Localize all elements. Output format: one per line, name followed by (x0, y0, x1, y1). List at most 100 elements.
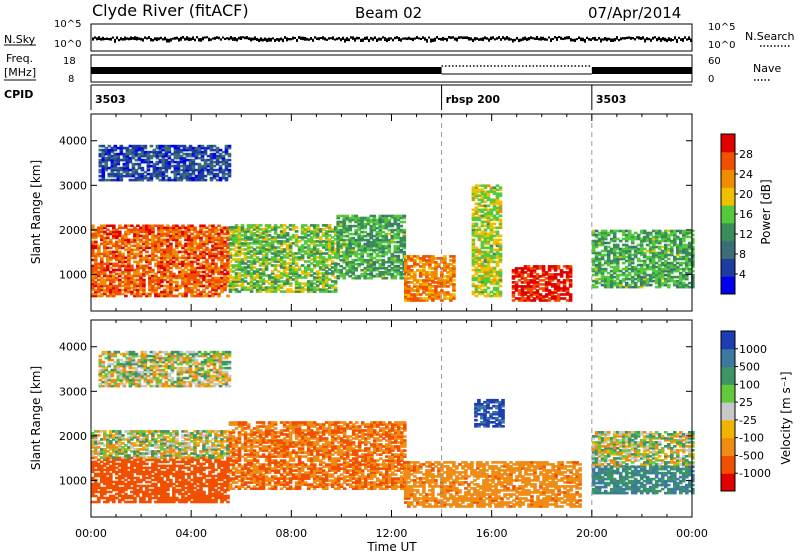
data-cell (172, 254, 176, 258)
data-cell (428, 289, 432, 292)
data-cell (526, 265, 531, 268)
data-cell (282, 280, 287, 283)
data-cell (523, 291, 528, 294)
data-cell (300, 290, 305, 293)
data-cell (363, 260, 368, 264)
data-cell (556, 293, 561, 296)
data-cell (609, 273, 614, 277)
data-cell (471, 242, 476, 246)
data-cell (173, 170, 178, 174)
nsky-sample (680, 38, 682, 41)
data-cell (291, 252, 296, 255)
data-cell (492, 280, 497, 284)
data-cell (252, 248, 257, 251)
data-cell (402, 242, 407, 246)
data-cell (369, 258, 374, 262)
data-cell (446, 293, 450, 296)
data-cell (279, 266, 284, 269)
data-cell (288, 250, 293, 253)
nsky-sample (154, 37, 156, 41)
data-cell (303, 242, 308, 245)
data-cell (594, 251, 599, 255)
nsky-sample (514, 38, 516, 42)
data-cell (357, 234, 361, 238)
nsky-sample (128, 37, 130, 41)
data-cell (179, 168, 184, 172)
data-cell (428, 259, 432, 262)
nsky-sample (518, 38, 520, 43)
data-cell (134, 178, 139, 182)
data-cell (206, 168, 211, 172)
nsky-sample (666, 38, 668, 43)
data-cell (220, 278, 224, 282)
data-cell (495, 212, 500, 216)
data-cell (449, 267, 453, 270)
data-cell (109, 238, 113, 242)
data-cell (553, 275, 558, 278)
nsky-sample (572, 38, 574, 42)
data-cell (393, 218, 398, 222)
data-cell (264, 230, 269, 233)
data-cell (261, 262, 266, 265)
data-cell (155, 146, 160, 150)
data-cell (267, 234, 272, 237)
nsky-sample (616, 36, 618, 40)
data-cell (315, 284, 320, 287)
data-cell (228, 280, 233, 283)
data-cell (136, 224, 140, 228)
data-cell (181, 232, 185, 236)
data-cell (134, 168, 139, 172)
data-cell (348, 252, 352, 256)
data-cell (366, 222, 371, 226)
nsky-sample (156, 37, 158, 41)
data-cell (336, 214, 340, 218)
data-cell (243, 232, 248, 235)
data-cell (636, 271, 641, 275)
data-cell (160, 284, 164, 288)
data-cell (300, 224, 305, 227)
data-cell (416, 299, 420, 302)
data-cell (366, 238, 371, 242)
data-cell (273, 280, 278, 283)
freq-unit: [MHz] (4, 66, 36, 79)
data-cell (651, 253, 656, 257)
nsky-sample (664, 37, 666, 42)
data-cell (425, 259, 429, 262)
data-cell (369, 214, 374, 218)
nsky-sample (324, 37, 326, 41)
data-cell (477, 236, 482, 240)
data-cell (121, 236, 125, 240)
data-cell (615, 247, 620, 251)
data-cell (240, 282, 245, 285)
data-cell (112, 230, 116, 234)
data-cell (327, 242, 332, 245)
data-cell (130, 252, 134, 256)
data-cell (166, 230, 170, 234)
data-cell (217, 276, 221, 280)
data-cell (187, 278, 191, 282)
data-cell (351, 214, 355, 218)
data-cell (562, 279, 567, 282)
data-cell (547, 281, 552, 284)
data-cell (175, 244, 179, 248)
data-cell (486, 246, 491, 250)
nsky-sample (638, 36, 640, 40)
data-cell (182, 176, 187, 180)
data-cell (615, 251, 620, 255)
data-cell (205, 260, 209, 264)
data-cell (107, 150, 112, 154)
data-cell (306, 272, 311, 275)
data-cell (351, 246, 355, 250)
data-cell (594, 277, 599, 281)
data-cell (118, 258, 122, 262)
data-cell (449, 255, 453, 258)
data-cell (393, 276, 398, 280)
data-cell (112, 270, 116, 274)
data-cell (172, 252, 176, 256)
data-cell (258, 276, 263, 279)
data-cell (148, 266, 152, 270)
data-cell (390, 236, 395, 240)
data-cell (179, 158, 184, 162)
data-cell (193, 290, 197, 294)
data-cell (294, 262, 299, 265)
